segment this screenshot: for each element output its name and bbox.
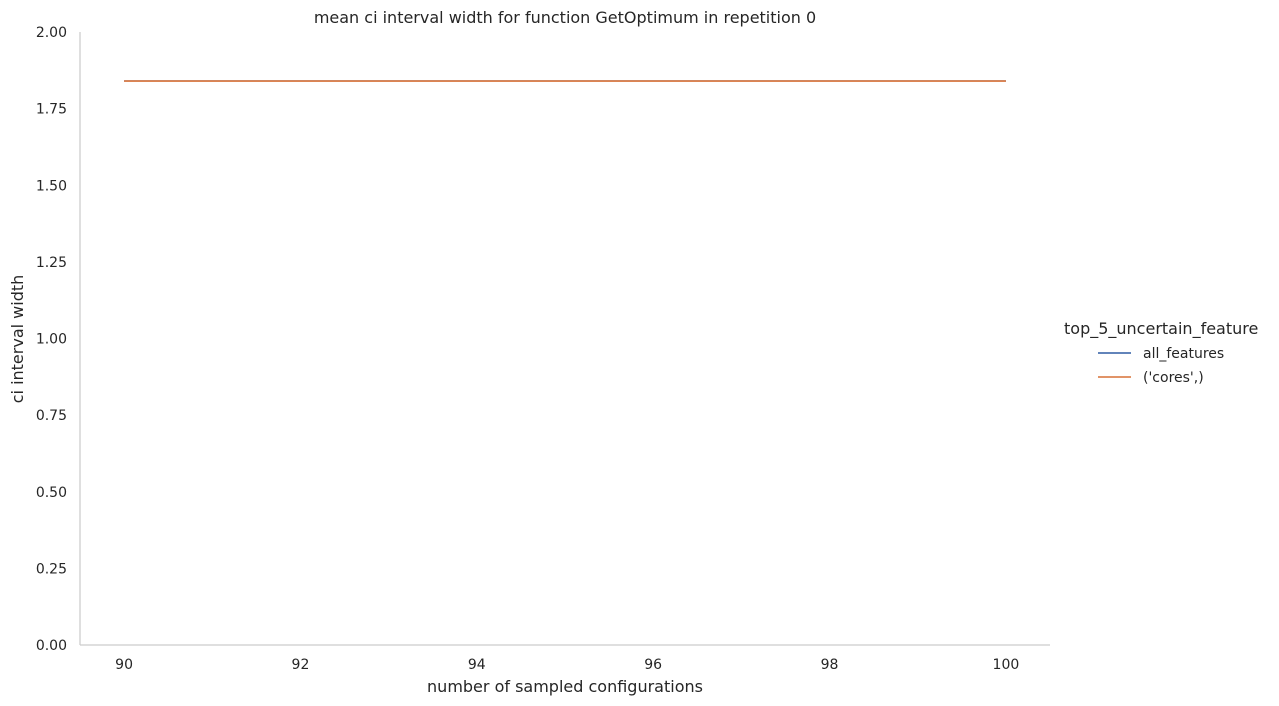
x-tick-label: 94	[468, 657, 486, 673]
legend: top_5_uncertain_feature all_features ('co…	[1064, 319, 1258, 386]
x-tick-label: 90	[115, 657, 133, 673]
y-tick-label: 1.25	[36, 255, 67, 271]
y-tick-label: 0.75	[36, 408, 67, 424]
y-tick-label: 1.00	[36, 332, 67, 348]
x-tick-label: 92	[292, 657, 310, 673]
x-tick-label: 98	[821, 657, 839, 673]
chart-title: mean ci interval width for function GetO…	[314, 8, 816, 27]
x-axis-label: number of sampled configurations	[427, 677, 703, 696]
y-tick-label: 0.25	[36, 561, 67, 577]
y-axis-label: ci interval width	[8, 275, 27, 404]
y-tick-label: 2.00	[36, 25, 67, 41]
legend-label: all_features	[1143, 346, 1224, 362]
y-tick-label: 1.50	[36, 178, 67, 194]
x-tick-label: 96	[644, 657, 662, 673]
y-tick-label: 1.75	[36, 102, 67, 118]
x-tick-label: 100	[993, 657, 1020, 673]
y-tick-label: 0.50	[36, 485, 67, 501]
y-tick-label: 0.00	[36, 638, 67, 654]
legend-entries: all_features ('cores',)	[1098, 346, 1224, 386]
x-axis-ticks: 90 92 94 96 98 100	[115, 657, 1019, 673]
legend-title: top_5_uncertain_feature	[1064, 319, 1258, 339]
y-axis-ticks: 0.00 0.25 0.50 0.75 1.00 1.25 1.50 1.75 2.00	[36, 25, 67, 654]
legend-label: ('cores',)	[1143, 370, 1204, 386]
